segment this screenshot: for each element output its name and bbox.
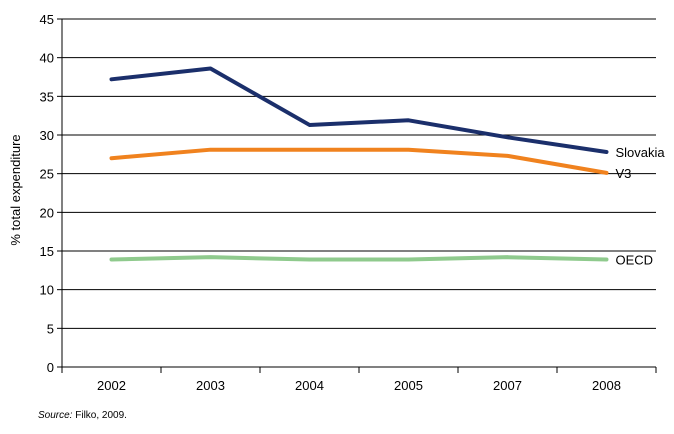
- y-tick-label: 45: [40, 12, 54, 27]
- y-tick-label: 20: [40, 205, 54, 220]
- source-note: Source: Filko, 2009.: [38, 410, 127, 421]
- series-label-slovakia: Slovakia: [616, 145, 666, 160]
- y-tick-label: 10: [40, 283, 54, 298]
- x-tick-label: 2005: [394, 378, 423, 393]
- series-line-oecd: [109, 255, 609, 262]
- series-label-v3: V3: [616, 166, 632, 181]
- y-axis-label: % total expenditure: [8, 134, 23, 245]
- x-tick-label: 2008: [592, 378, 621, 393]
- y-axis-ticks: 0 5 10 15 20 25 30 35 40 45: [40, 12, 62, 375]
- series-lines: [109, 66, 609, 262]
- x-tick-label: 2004: [295, 378, 324, 393]
- series-labels: Slovakia V3 OECD: [616, 145, 666, 267]
- gridlines: [62, 18, 656, 329]
- y-tick-label: 30: [40, 128, 54, 143]
- series-line-slovakia: [109, 66, 609, 155]
- axes: [61, 19, 656, 368]
- y-tick-label: 35: [40, 89, 54, 104]
- y-tick-label: 40: [40, 51, 54, 66]
- y-tick-label: 25: [40, 167, 54, 182]
- source-label: Source:: [38, 410, 73, 421]
- source-text: Filko, 2009.: [72, 410, 127, 421]
- y-tick-label: 5: [47, 321, 54, 336]
- series-line-v3: [109, 147, 609, 175]
- x-tick-label: 2007: [493, 378, 522, 393]
- y-tick-label: 15: [40, 244, 54, 259]
- series-label-oecd: OECD: [616, 253, 654, 268]
- x-axis-ticks: 2002 2003 2004 2005 2007 2008: [61, 367, 657, 393]
- x-tick-label: 2003: [196, 378, 225, 393]
- x-tick-label: 2002: [97, 378, 126, 393]
- y-tick-label: 0: [47, 360, 54, 375]
